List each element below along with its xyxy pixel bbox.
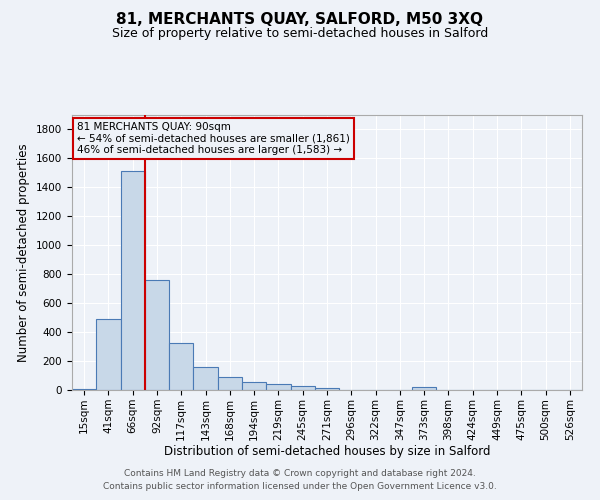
Bar [412, 387, 436, 390]
Bar [96, 319, 121, 390]
Text: 81, MERCHANTS QUAY, SALFORD, M50 3XQ: 81, MERCHANTS QUAY, SALFORD, M50 3XQ [116, 12, 484, 28]
X-axis label: Distribution of semi-detached houses by size in Salford: Distribution of semi-detached houses by … [164, 446, 490, 458]
Bar [266, 384, 290, 390]
Text: Contains public sector information licensed under the Open Government Licence v3: Contains public sector information licen… [103, 482, 497, 491]
Text: Contains HM Land Registry data © Crown copyright and database right 2024.: Contains HM Land Registry data © Crown c… [124, 468, 476, 477]
Bar [290, 386, 315, 390]
Bar [315, 388, 339, 390]
Bar [242, 382, 266, 390]
Bar [121, 172, 145, 390]
Text: Size of property relative to semi-detached houses in Salford: Size of property relative to semi-detach… [112, 28, 488, 40]
Bar [193, 367, 218, 390]
Bar [145, 280, 169, 390]
Bar [72, 388, 96, 390]
Text: 81 MERCHANTS QUAY: 90sqm
← 54% of semi-detached houses are smaller (1,861)
46% o: 81 MERCHANTS QUAY: 90sqm ← 54% of semi-d… [77, 122, 350, 155]
Bar [169, 343, 193, 390]
Y-axis label: Number of semi-detached properties: Number of semi-detached properties [17, 143, 31, 362]
Bar [218, 378, 242, 390]
